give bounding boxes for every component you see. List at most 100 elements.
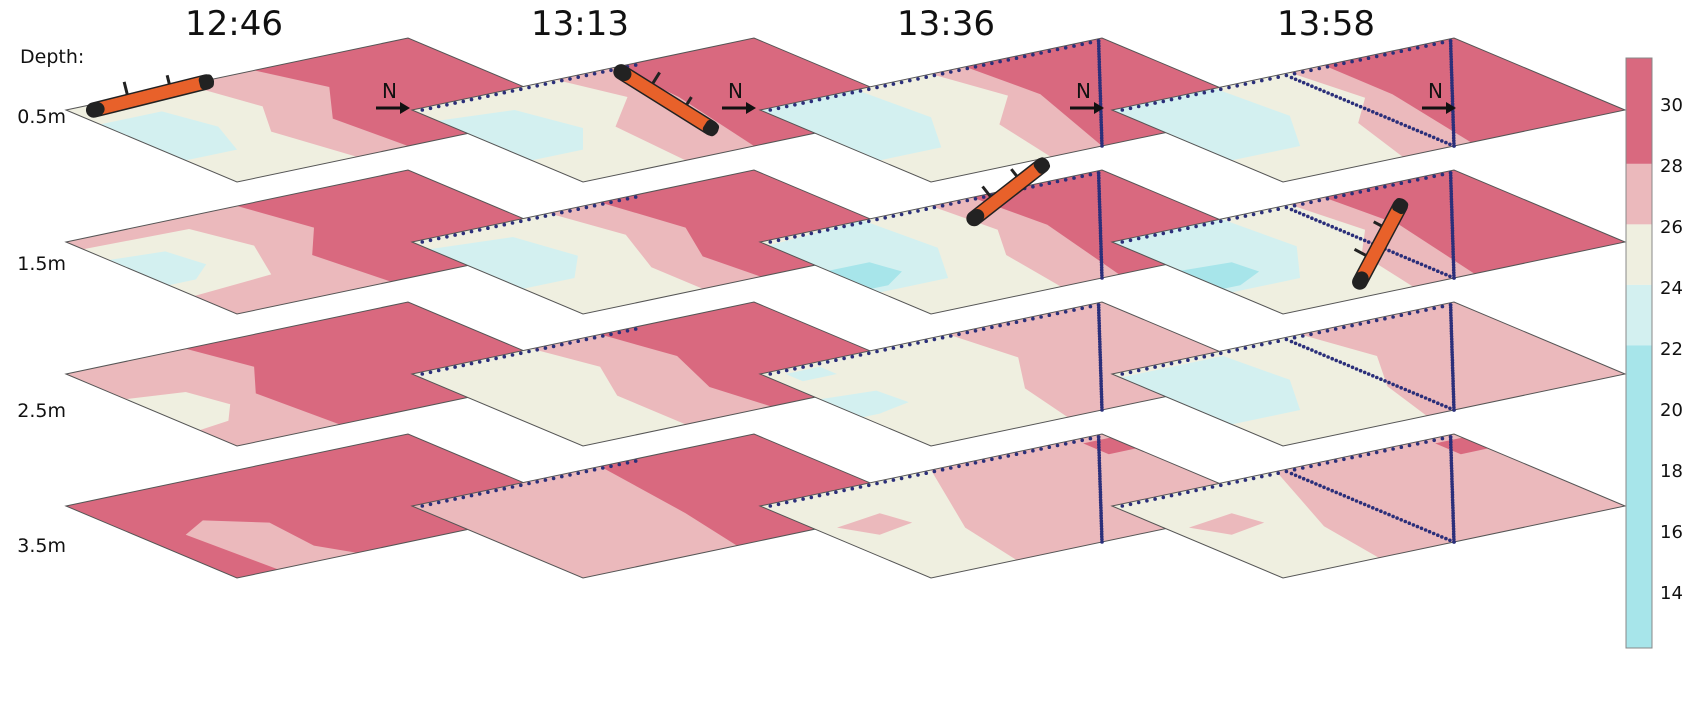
track-point [1098,485,1102,489]
track-point [793,235,797,239]
track-point [1449,49,1453,54]
temperature-region [125,392,231,431]
track-point [486,226,490,230]
track-point [1097,450,1101,455]
track-point [461,99,466,104]
track-point [1395,516,1399,520]
temperature-region [429,237,578,289]
track-point [1362,238,1367,243]
track-point [1326,91,1330,95]
track-point [1342,193,1346,198]
track-point [551,344,556,349]
track-point [957,200,961,205]
track-point [1411,391,1416,395]
track-point [1318,351,1322,356]
track-point [1436,401,1440,406]
track-point [625,329,630,333]
track-point [1342,457,1346,462]
track-point [1358,190,1363,194]
track-point [1450,500,1455,505]
track-point [584,205,589,210]
track-point [1452,402,1456,407]
track-point [1450,350,1454,355]
track-point [768,240,773,244]
track-point [1153,365,1157,369]
track-point [1014,320,1019,325]
track-point [1006,454,1011,458]
track-point [1451,260,1456,265]
track-point [1451,112,1455,117]
track-point [850,354,855,359]
track-point [1333,327,1338,331]
track-point [1097,313,1101,318]
track-point [1450,210,1454,215]
track-point [1097,197,1102,201]
track-point [576,339,580,344]
track-point [908,210,912,215]
track-point [1451,516,1455,521]
track-point [1260,474,1264,479]
track-point [551,476,556,481]
track-point [1098,477,1102,481]
auv-vehicle-icon [966,157,1051,227]
track-point [1452,534,1456,539]
track-point [1145,235,1149,239]
track-point [1210,89,1215,93]
track-point [543,346,548,350]
track-point [519,87,523,92]
track-point [1227,217,1231,222]
track-point [825,228,830,232]
temperature-region [760,89,942,161]
track-point [1099,503,1103,508]
track-point [1399,386,1403,390]
track-point [1450,366,1455,370]
track-point [1449,321,1453,326]
slice-outline [1110,301,1627,447]
track-point [1346,231,1351,236]
track-point [1451,133,1456,138]
track-point [1284,205,1289,210]
track-point [1099,400,1104,404]
track-point [1099,376,1103,381]
track-point [486,358,490,363]
track-point [584,469,589,474]
track-point [1293,473,1298,478]
track-point [1448,41,1453,46]
track-point [1177,492,1182,496]
track-point [1235,480,1239,484]
track-point [1334,226,1338,231]
track-point [1415,128,1420,133]
auv-nose [1352,271,1369,289]
track-point [1415,442,1420,446]
track-point [1097,469,1102,473]
track-point [1450,94,1455,98]
track-point [1449,329,1454,334]
track-point [1014,452,1019,457]
track-point [1366,504,1371,508]
track-point [551,212,556,217]
track-point [1449,44,1453,48]
track-point [981,327,986,331]
colorbar-band [1626,224,1652,285]
track-point [1100,138,1104,143]
track-point [543,82,548,86]
track-point [1450,355,1455,360]
track-point [891,82,896,86]
track-point [1450,75,1454,80]
track-point [932,337,937,342]
track-point [1177,96,1182,100]
track-point [1072,308,1076,312]
track-point [1452,141,1456,146]
track-point [502,90,507,95]
track-point [1436,533,1440,537]
track-point [1407,179,1412,184]
track-point [1448,171,1453,175]
track-point [486,490,490,495]
track-point [1098,83,1102,88]
track-point [1448,406,1452,411]
track-point [1450,360,1455,365]
track-point [494,356,498,361]
track-point [502,354,507,359]
colorbar-band [1626,58,1652,164]
track-point [825,492,830,496]
